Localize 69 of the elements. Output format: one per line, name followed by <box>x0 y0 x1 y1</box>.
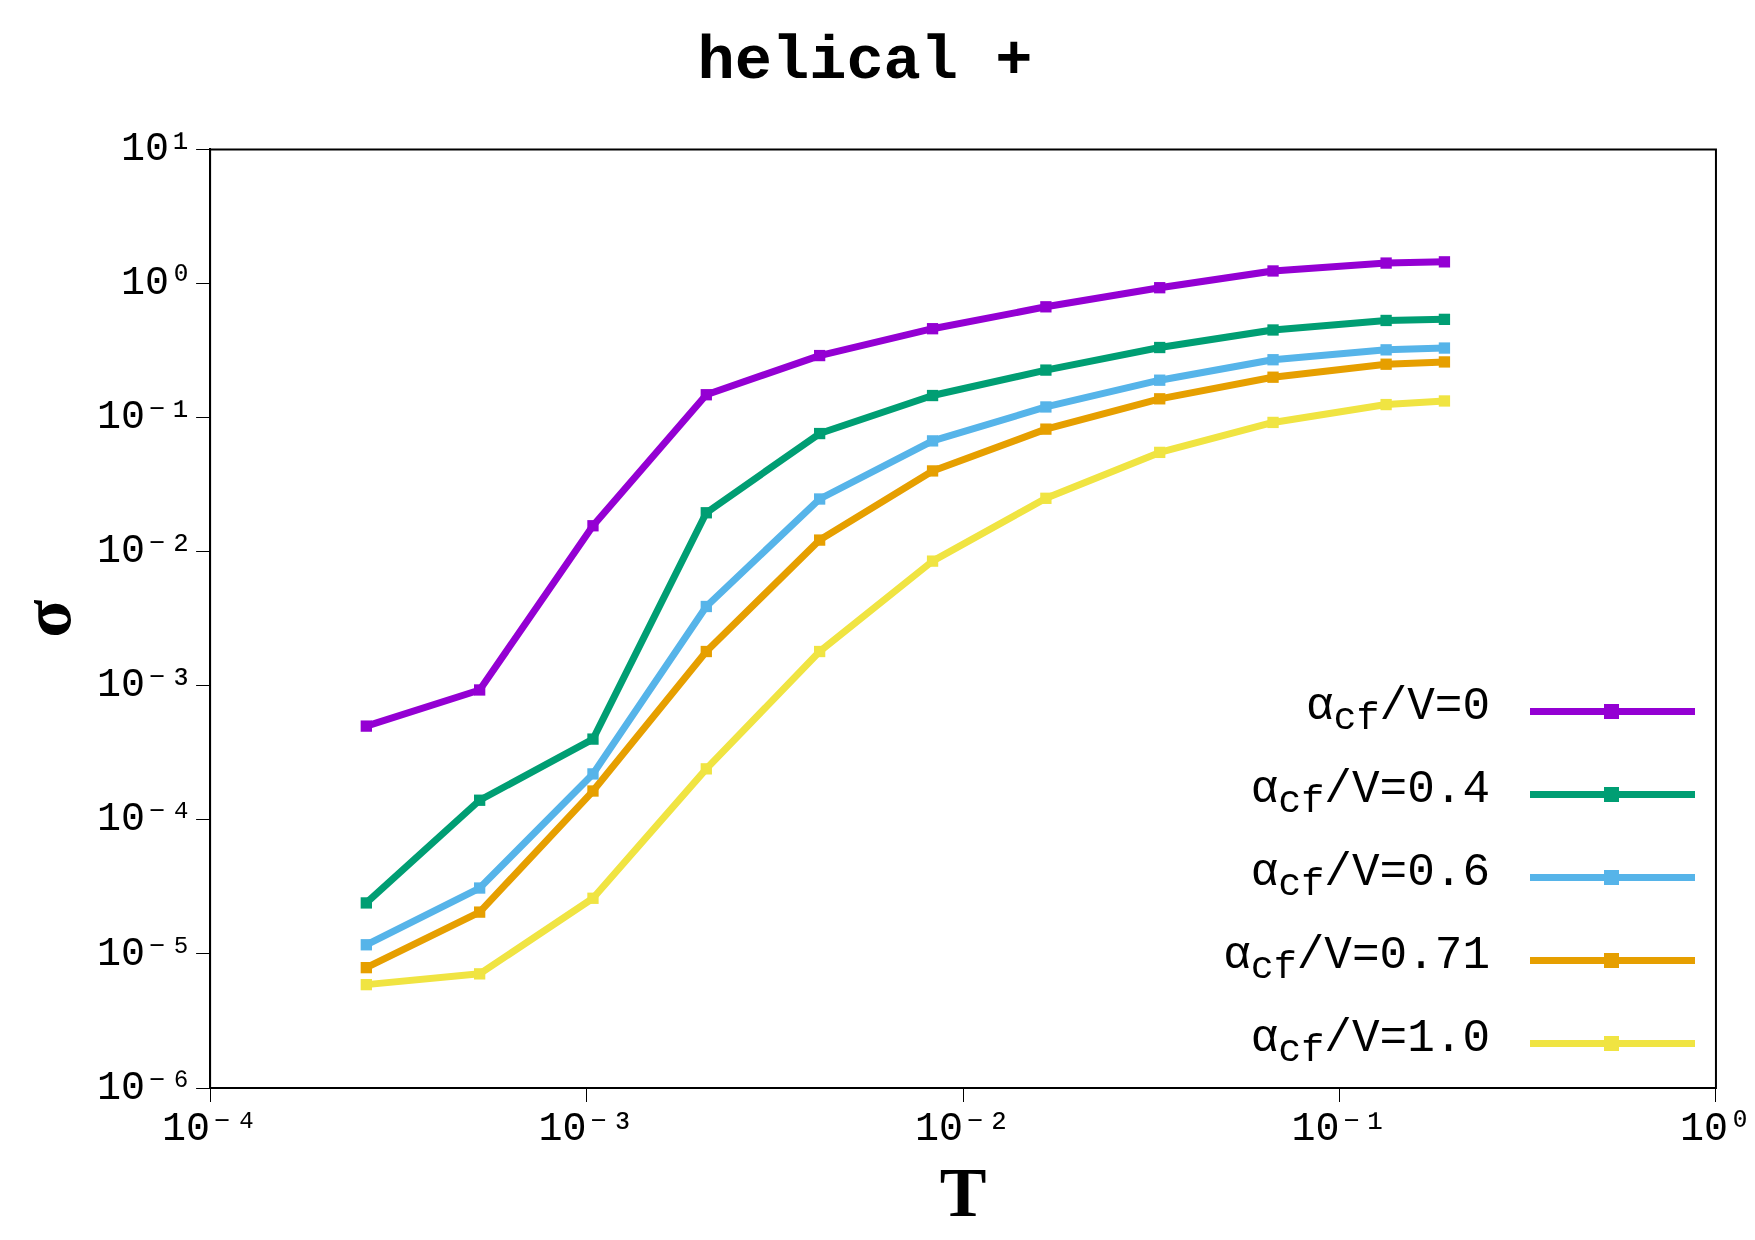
point <box>813 493 826 505</box>
point <box>926 465 939 477</box>
point <box>926 435 939 447</box>
legend-label: α$_{cf}$/V=0.6 <box>1250 847 1490 908</box>
x-tick-label: 10⁻³ <box>538 1106 635 1152</box>
legend-label: α$_{cf}$/V=0.71 <box>1223 930 1490 991</box>
point <box>1267 354 1279 366</box>
point <box>360 897 372 909</box>
point <box>1040 401 1052 413</box>
point <box>700 507 712 519</box>
point <box>1154 446 1166 459</box>
y-tick-label: 10⁻⁴ <box>97 797 194 843</box>
y-tick-label: 10⁻¹ <box>97 395 194 441</box>
point <box>473 794 486 806</box>
point <box>1040 423 1052 435</box>
y-tick-label: 10⁻² <box>97 529 194 575</box>
point <box>1154 374 1166 386</box>
point <box>587 520 599 532</box>
point <box>1380 398 1392 411</box>
x-tick-label: 10⁻² <box>914 1106 1012 1152</box>
point <box>587 768 599 780</box>
point <box>700 645 712 658</box>
x-tick-label: 10⁰ <box>1679 1106 1752 1152</box>
point <box>926 323 939 335</box>
point <box>587 785 599 797</box>
point <box>1154 393 1166 405</box>
y-tick-label: 10¹ <box>121 126 194 172</box>
point <box>473 906 486 918</box>
point <box>1154 341 1166 354</box>
y-tick-label: 10⁻⁵ <box>97 931 194 977</box>
point <box>926 389 939 402</box>
point <box>1267 324 1279 336</box>
point <box>360 939 372 951</box>
point <box>1267 265 1279 277</box>
point <box>1267 371 1279 383</box>
chart-title: helical + <box>697 25 1033 97</box>
point <box>1380 257 1392 269</box>
y-tick-label: 10⁻³ <box>97 663 194 709</box>
point <box>1380 344 1392 356</box>
point <box>813 534 826 546</box>
point <box>1380 358 1392 370</box>
point <box>473 684 486 696</box>
x-axis-title: T <box>939 1154 987 1232</box>
point <box>360 720 372 732</box>
point <box>360 961 372 974</box>
point <box>813 427 826 440</box>
point <box>1154 282 1166 294</box>
point <box>1380 314 1392 327</box>
point <box>587 892 599 904</box>
x-tick-label: 10⁻¹ <box>1291 1106 1388 1152</box>
point <box>1040 301 1052 313</box>
point <box>700 389 712 401</box>
point <box>700 600 712 613</box>
legend-label: α$_{cf}$/V=0.4 <box>1250 764 1490 825</box>
y-axis-title: σ <box>8 599 86 638</box>
point <box>1040 492 1052 504</box>
point <box>360 978 372 991</box>
point <box>700 763 712 775</box>
point <box>926 555 939 567</box>
legend-label: α$_{cf}$/V=1.0 <box>1250 1013 1490 1074</box>
point <box>587 733 599 745</box>
point <box>473 968 486 980</box>
point <box>813 645 826 658</box>
point <box>813 349 826 362</box>
point <box>1040 364 1052 376</box>
point <box>1267 416 1279 429</box>
legend-label: α$_{cf}$/V=0 <box>1305 681 1490 742</box>
point <box>473 882 486 894</box>
y-tick-label: 10⁰ <box>121 261 194 307</box>
